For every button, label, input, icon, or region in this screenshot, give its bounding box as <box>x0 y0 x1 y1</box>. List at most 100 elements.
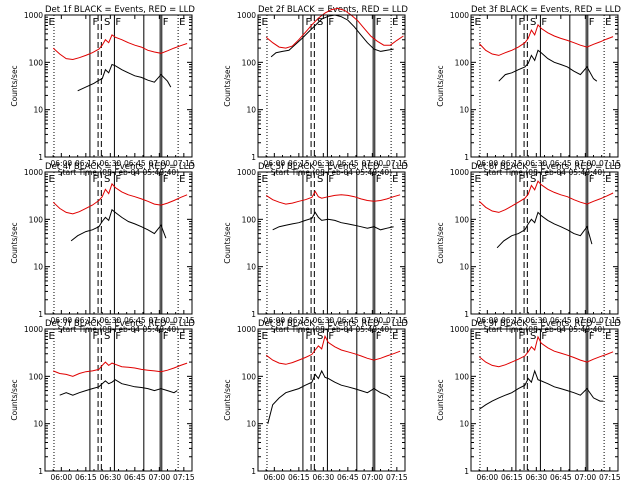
x-tick-label: 06:30 <box>100 473 122 480</box>
y-tick-label: 1 <box>38 310 43 319</box>
x-tick-label: 06:15 <box>501 159 523 168</box>
x-tick-label: 07:00 <box>575 159 597 168</box>
plot-frame <box>257 14 406 158</box>
series-lld <box>265 334 401 365</box>
plot-frame <box>470 14 619 158</box>
interval-marker: F <box>376 174 382 185</box>
series-events <box>478 369 604 410</box>
interval-marker: F <box>93 17 99 28</box>
y-axis-label: Counts/sec <box>436 222 445 263</box>
interval-marker: E <box>605 331 611 342</box>
x-tick-label: 06:45 <box>337 473 359 480</box>
y-tick-label: 1000 <box>24 325 43 334</box>
x-tick-label: 07:00 <box>362 316 384 325</box>
interval-marker: F <box>541 17 547 28</box>
x-tick-label: 06:45 <box>550 473 572 480</box>
x-tick-label: 07:00 <box>149 473 171 480</box>
x-tick-label: 07:00 <box>575 473 597 480</box>
panel-det-7: Det 7f BLACK = Events, RED = LLD 06:00 06:… <box>10 319 195 480</box>
series-lld <box>52 34 188 61</box>
x-tick-label: 06:30 <box>526 473 548 480</box>
panel-title: Det 7f BLACK = Events, RED = LLD <box>45 319 195 329</box>
interval-marker: F <box>519 17 525 28</box>
x-tick-label: 06:15 <box>501 316 523 325</box>
plot-frame <box>470 171 619 315</box>
x-tick-label: 07:00 <box>149 159 171 168</box>
y-tick-label: 100 <box>455 372 470 381</box>
interval-marker: S <box>317 174 323 185</box>
x-tick-label: 06:00 <box>477 159 499 168</box>
y-tick-label: 1000 <box>237 325 256 334</box>
interval-marker: F <box>163 331 169 342</box>
y-tick-label: 100 <box>29 372 44 381</box>
series-events <box>272 211 394 231</box>
interval-marker: F <box>306 17 312 28</box>
y-tick-label: 1000 <box>450 168 469 177</box>
series-lld <box>265 190 401 205</box>
x-tick-label: 06:15 <box>288 316 310 325</box>
x-tick-label: 06:00 <box>264 159 286 168</box>
panel-title: Det 8f BLACK = Events, RED = LLD <box>258 319 408 329</box>
x-tick-label: 07:15 <box>599 316 621 325</box>
y-tick-label: 100 <box>455 58 470 67</box>
interval-marker: F <box>328 17 334 28</box>
series-lld <box>478 23 614 56</box>
interval-marker: E <box>392 17 398 28</box>
interval-marker: E <box>474 17 480 28</box>
y-axis-label: Counts/sec <box>10 65 19 106</box>
interval-marker: F <box>519 174 525 185</box>
y-tick-label: 100 <box>242 58 257 67</box>
x-tick-label: 06:45 <box>337 316 359 325</box>
x-tick-label: 07:15 <box>386 473 408 480</box>
series-events <box>267 369 391 424</box>
x-tick-label: 06:30 <box>526 159 548 168</box>
interval-marker: F <box>376 17 382 28</box>
panel-title: Det 4f BLACK = Events, RED = LLD <box>45 162 195 172</box>
y-tick-label: 10 <box>246 263 256 272</box>
y-tick-label: 1000 <box>24 11 43 20</box>
y-tick-label: 1 <box>251 467 256 476</box>
panel-title: Det 6f BLACK = Events, RED = LLD <box>471 162 621 172</box>
interval-marker: E <box>179 17 185 28</box>
interval-marker: F <box>163 17 169 28</box>
x-tick-label: 06:45 <box>550 159 572 168</box>
x-tick-label: 07:00 <box>362 159 384 168</box>
x-tick-label: 07:15 <box>386 316 408 325</box>
interval-marker: F <box>93 174 99 185</box>
x-tick-label: 06:30 <box>313 159 335 168</box>
panel-title: Det 9f BLACK = Events, RED = LLD <box>471 319 621 329</box>
series-lld <box>53 361 188 377</box>
x-tick-label: 07:15 <box>173 316 195 325</box>
y-tick-label: 1 <box>464 467 469 476</box>
interval-marker: S <box>317 17 323 28</box>
x-tick-label: 06:00 <box>51 473 73 480</box>
y-tick-label: 1000 <box>450 325 469 334</box>
interval-marker: E <box>261 17 267 28</box>
interval-marker: F <box>328 174 334 185</box>
interval-marker: E <box>48 174 54 185</box>
y-tick-label: 1000 <box>237 11 256 20</box>
x-tick-label: 06:30 <box>100 316 122 325</box>
interval-marker: E <box>261 331 267 342</box>
series-lld <box>478 335 614 368</box>
x-tick-label: 07:15 <box>599 159 621 168</box>
x-tick-label: 06:00 <box>264 473 286 480</box>
y-axis-label: Counts/sec <box>223 379 232 420</box>
interval-marker: E <box>474 174 480 185</box>
y-tick-label: 1000 <box>24 168 43 177</box>
plot-frame <box>257 171 406 315</box>
x-tick-label: 07:15 <box>599 473 621 480</box>
plot-frame <box>44 171 193 315</box>
interval-marker: E <box>48 331 54 342</box>
panel-title: Det 5f BLACK = Events, RED = LLD <box>258 162 408 172</box>
interval-marker: S <box>530 331 536 342</box>
panel-det-8: Det 8f BLACK = Events, RED = LLD 06:00 06:… <box>223 319 408 480</box>
x-tick-label: 06:00 <box>51 159 73 168</box>
x-tick-label: 06:15 <box>288 159 310 168</box>
interval-marker: F <box>589 331 595 342</box>
y-tick-label: 100 <box>29 215 44 224</box>
interval-marker: F <box>589 17 595 28</box>
